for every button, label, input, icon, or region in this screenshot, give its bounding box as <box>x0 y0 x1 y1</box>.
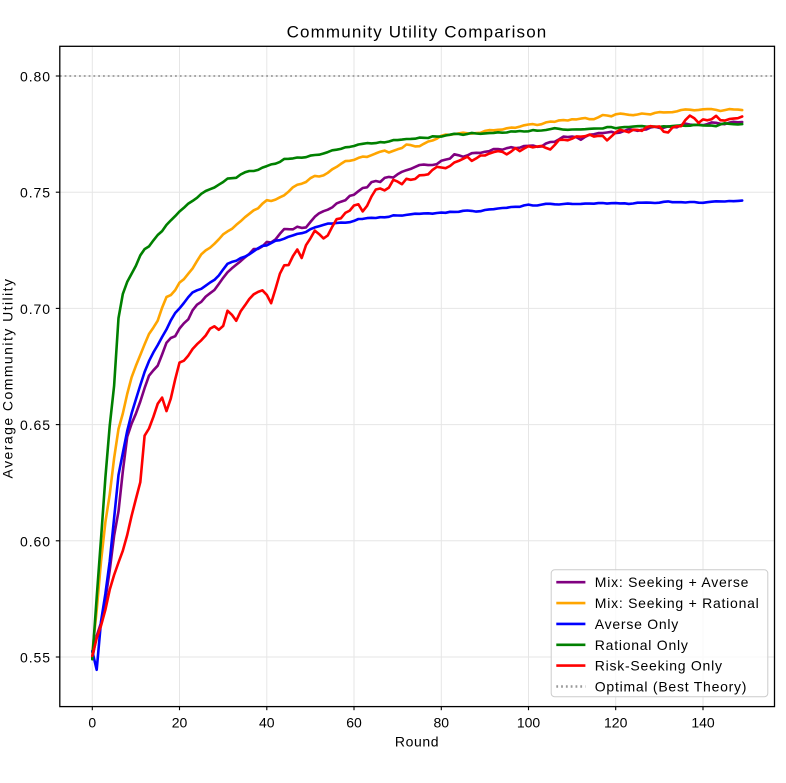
svg-text:0.65: 0.65 <box>20 417 51 433</box>
svg-text:0.80: 0.80 <box>20 69 51 85</box>
svg-text:Optimal (Best Theory): Optimal (Best Theory) <box>595 679 747 695</box>
svg-text:Mix: Seeking + Averse: Mix: Seeking + Averse <box>595 574 749 590</box>
svg-text:0.60: 0.60 <box>20 533 51 549</box>
svg-text:100: 100 <box>517 715 541 731</box>
svg-text:Average Community Utility: Average Community Utility <box>0 278 16 479</box>
svg-text:20: 20 <box>172 715 188 731</box>
svg-text:60: 60 <box>346 715 362 731</box>
svg-text:Round: Round <box>395 734 439 750</box>
svg-text:0.75: 0.75 <box>20 185 51 201</box>
svg-text:0: 0 <box>88 715 96 731</box>
svg-text:Risk-Seeking Only: Risk-Seeking Only <box>595 658 723 674</box>
svg-text:80: 80 <box>434 715 450 731</box>
svg-text:0.70: 0.70 <box>20 301 51 317</box>
svg-text:Mix: Seeking + Rational: Mix: Seeking + Rational <box>595 595 760 611</box>
svg-text:120: 120 <box>604 715 628 731</box>
svg-text:0.55: 0.55 <box>20 650 51 666</box>
svg-text:40: 40 <box>259 715 275 731</box>
svg-text:Rational Only: Rational Only <box>595 637 689 653</box>
svg-text:Community Utility Comparison: Community Utility Comparison <box>287 23 548 42</box>
svg-text:140: 140 <box>691 715 715 731</box>
svg-text:Averse Only: Averse Only <box>595 616 679 632</box>
